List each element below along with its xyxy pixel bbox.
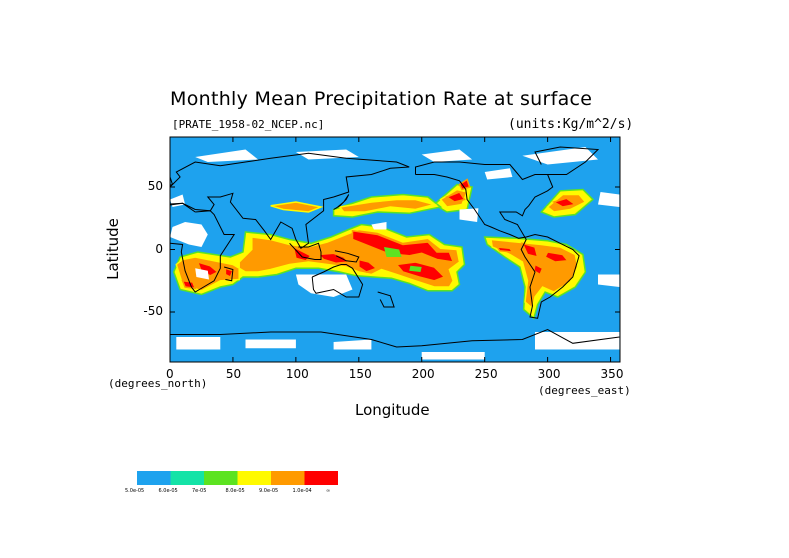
precip-region-edge-12 [445, 191, 466, 203]
precip-region-edge-9 [544, 251, 570, 263]
coastline-0 [170, 152, 410, 250]
missing-region-1 [295, 274, 353, 297]
x-units-note: (degrees_east) [538, 384, 631, 397]
precip-region-edge-13 [458, 178, 471, 191]
precip-region-edge-6 [224, 267, 234, 279]
axis-ticks [169, 137, 620, 362]
colorbar-swatch-0 [137, 471, 171, 485]
colorbar-tick-label: 6.0e-05 [158, 488, 178, 494]
coastline-9 [377, 291, 395, 308]
missing-region-13 [195, 149, 259, 162]
colorbar-swatch-1 [170, 471, 204, 485]
coastline-5 [170, 328, 620, 348]
colorbar-tick-label: 9.0e-05 [259, 488, 279, 494]
missing-region-6 [176, 337, 221, 350]
x-tick-label: 50 [225, 367, 242, 381]
precip-region-edge-20 [270, 201, 324, 213]
missing-region-5 [598, 274, 620, 287]
missing-region-8 [333, 339, 372, 350]
colorbar [137, 471, 338, 485]
x-tick-label: 150 [348, 367, 372, 381]
coastline-2 [311, 264, 364, 298]
coastline-3 [415, 161, 580, 319]
coastline-1 [170, 202, 236, 293]
precip-region-edge-15 [175, 228, 461, 292]
missing-region-17 [371, 222, 387, 230]
x-tick-label: 100 [285, 367, 309, 381]
missing-region-15 [484, 168, 513, 180]
precip-region-edge-19 [338, 198, 438, 213]
y-tick-label: 0 [155, 241, 163, 256]
coastlines [170, 146, 620, 348]
colorbar-swatch-3 [237, 471, 271, 485]
chart-title: Monthly Mean Precipitation Rate at surfa… [170, 88, 593, 110]
precip-region-edge-10 [532, 263, 544, 276]
dry-gap-0 [384, 247, 402, 257]
missing-region-14 [295, 149, 359, 160]
dataset-label: [PRATE_1958-02_NCEP.nc] [172, 118, 325, 131]
precip-region-edge-4 [358, 258, 378, 273]
y-axis-label: Latitude [103, 218, 122, 280]
precip-region-edge-24 [433, 183, 474, 213]
coastline-4 [534, 146, 600, 175]
x-tick-label: 300 [537, 367, 561, 381]
x-tick-label: 0 [166, 367, 174, 381]
colorbar-swatch-4 [271, 471, 305, 485]
precip-region-edge-25 [332, 193, 443, 218]
coastline-11 [170, 176, 174, 186]
coastline-8 [333, 194, 350, 210]
x-axis-label: Longitude [355, 401, 430, 419]
precip-region-edge-3 [316, 252, 351, 265]
colorbar-swatch-2 [204, 471, 238, 485]
colorbar-tick-label: 1.0e-04 [292, 488, 312, 494]
precip-region-edge-16 [490, 238, 579, 310]
precip-region-0 [352, 230, 454, 262]
x-tick-label: 200 [411, 367, 435, 381]
precip-region-4 [358, 259, 377, 272]
y-units-note: (degrees_north) [108, 377, 208, 390]
coastline-7 [334, 250, 360, 263]
missing-region-2 [195, 268, 209, 280]
coastline-6 [289, 242, 322, 260]
missing-region-12 [522, 147, 598, 165]
coastline-10 [223, 266, 234, 282]
precip-region-edge-0 [351, 229, 455, 263]
y-tick-label: -50 [143, 304, 163, 318]
precip-region-edge-17 [546, 193, 587, 213]
x-tick-label: 350 [600, 367, 624, 381]
missing-region-11 [421, 149, 473, 162]
precip-region-13 [459, 179, 470, 190]
y-tick-label: 50 [147, 179, 163, 193]
missing-region-10 [421, 352, 485, 360]
precip-region-2 [293, 247, 311, 261]
missing-region-16 [598, 192, 620, 207]
colorbar-tick-label: 5.0e-05 [125, 488, 145, 494]
dry-gap-1 [409, 265, 422, 272]
missing-region-0 [170, 222, 208, 247]
units-label: (units:Kg/m^2/s) [508, 117, 634, 132]
precip-region-edge-11 [551, 197, 578, 208]
precip-region-edge-8 [521, 242, 539, 259]
colorbar-tick-label: 7e-05 [192, 488, 207, 494]
missing-region-9 [535, 332, 620, 350]
colorbar-swatch-5 [304, 471, 338, 485]
precip-region-3 [318, 253, 349, 264]
missing-region-7 [245, 339, 296, 349]
precip-region-edge-14 [495, 246, 514, 253]
precip-region-edge-23 [540, 188, 595, 218]
colorbar-tick-label: 8.0e-05 [225, 488, 245, 494]
colorbar-tick-label: ∞ [326, 488, 331, 494]
precip-region-edge-1 [395, 261, 446, 282]
precip-region-edge-21 [172, 223, 466, 296]
x-tick-label: 250 [474, 367, 498, 381]
missing-region-4 [459, 208, 479, 222]
precip-regions [170, 147, 620, 360]
